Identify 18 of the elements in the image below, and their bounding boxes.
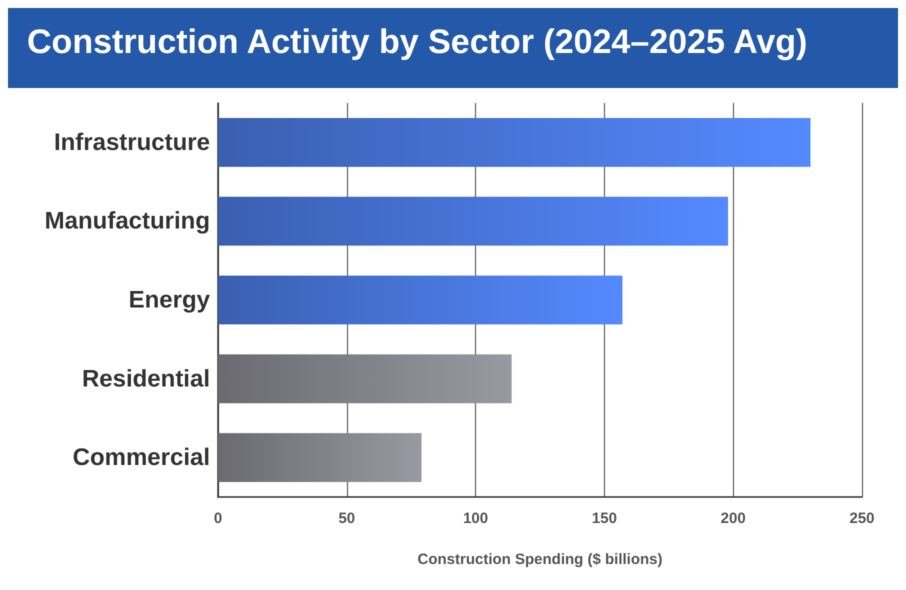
x-tick-label: 250 xyxy=(849,510,875,527)
y-tick-label: Infrastructure xyxy=(54,128,210,156)
y-tick-label: Residential xyxy=(82,365,210,392)
bar xyxy=(218,196,728,246)
bar xyxy=(218,433,422,482)
y-tick-label: Commercial xyxy=(72,444,210,472)
x-tick-label: 100 xyxy=(463,510,488,527)
x-tick-label: 50 xyxy=(338,510,356,527)
x-tick-label: 150 xyxy=(592,510,617,527)
bar xyxy=(218,354,512,404)
x-tick-label: 200 xyxy=(720,510,746,527)
chart-title: Construction Activity by Sector (2024–2025 Avg) xyxy=(27,23,808,61)
x-axis-title: Construction Spending ($ billions) xyxy=(418,551,662,568)
y-tick-label: Energy xyxy=(128,286,211,314)
y-tick-label: Manufacturing xyxy=(44,208,210,235)
bar xyxy=(218,276,622,324)
bar xyxy=(218,118,810,167)
x-tick-label: 0 xyxy=(214,510,222,527)
